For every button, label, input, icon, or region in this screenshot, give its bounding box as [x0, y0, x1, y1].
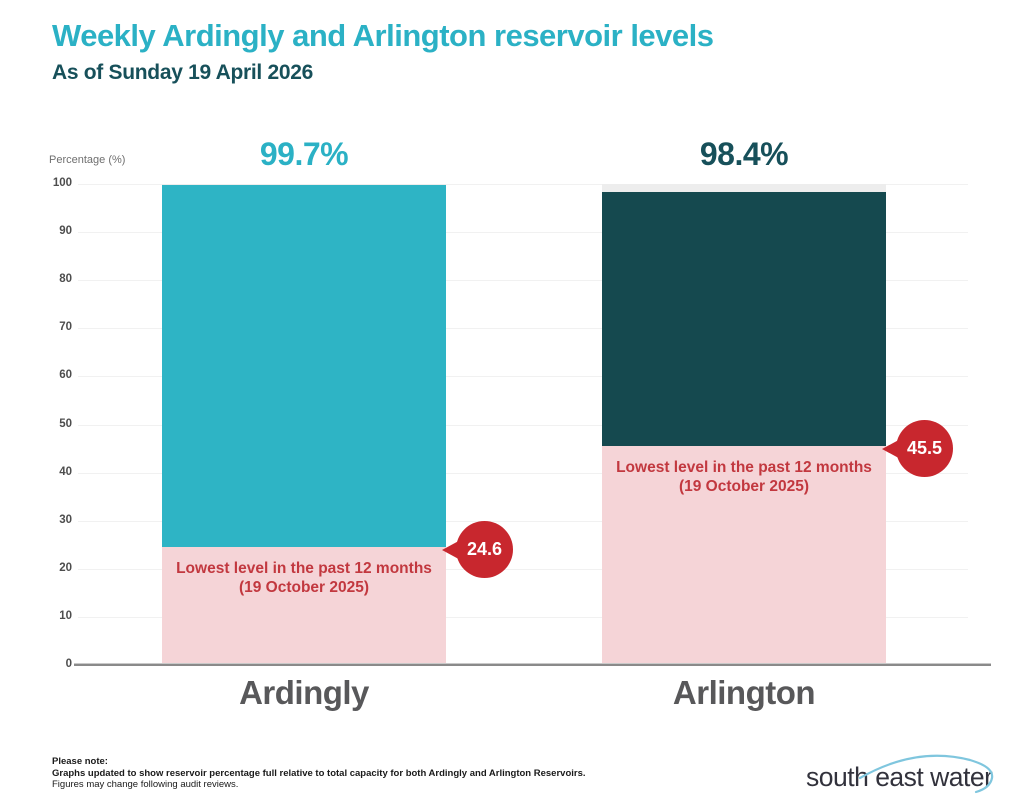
y-tick-70: 70 — [59, 321, 72, 334]
y-tick-90: 90 — [59, 225, 72, 238]
chart-title: Weekly Ardingly and Arlington reservoir … — [52, 18, 714, 53]
ardingly-lowest-note: Lowest level in the past 12 months (19 Oc… — [162, 547, 446, 597]
y-tick-20: 20 — [59, 561, 72, 574]
x-axis-line — [74, 663, 991, 666]
ardingly-lowest-note-line1: Lowest level in the past 12 months — [176, 559, 432, 577]
footnote-line1: Graphs updated to show reservoir percent… — [52, 767, 586, 779]
arlington-badge-value: 45.5 — [896, 420, 953, 478]
y-tick-50: 50 — [59, 417, 72, 430]
y-tick-80: 80 — [59, 273, 72, 286]
south-east-water-logo: south east water — [806, 752, 1006, 800]
gridline-60 — [78, 376, 968, 378]
y-axis-label: Percentage (%) — [49, 154, 126, 166]
ardingly-badge-value: 24.6 — [456, 520, 513, 578]
arlington-lowest-note-line2: (19 October 2025) — [678, 478, 810, 496]
y-tick-60: 60 — [59, 369, 72, 382]
gridline-50 — [78, 424, 968, 426]
gridline-20 — [78, 568, 968, 570]
footnote-title: Please note: — [52, 756, 108, 767]
arlington-current-value: 98.4% — [699, 136, 789, 172]
gridline-30 — [78, 520, 968, 522]
category-label-ardingly: Ardingly — [239, 674, 369, 711]
gridline-90 — [78, 232, 968, 234]
arlington-lowest-note: Lowest level in the past 12 months (19 Oc… — [602, 446, 886, 496]
y-tick-30: 30 — [59, 513, 72, 526]
category-label-arlington: Arlington — [672, 674, 816, 711]
gridline-10 — [78, 616, 968, 618]
gridline-40 — [78, 472, 968, 474]
gridline-70 — [78, 328, 968, 330]
ardingly-lowest-note-line2: (19 October 2025) — [238, 578, 370, 596]
ardingly-lowest-region: Lowest level in the past 12 months (19 Oc… — [162, 546, 446, 665]
footnote: Please note: Graphs updated to show rese… — [52, 756, 586, 791]
y-tick-40: 40 — [59, 465, 72, 478]
gridline-80 — [78, 280, 968, 282]
logo-text: south east water — [806, 762, 993, 792]
gridline-100 — [78, 184, 968, 185]
arlington-lowest-region: Lowest level in the past 12 months (19 Oc… — [602, 446, 886, 665]
y-tick-10: 10 — [59, 609, 72, 622]
arlington-lowest-note-line1: Lowest level in the past 12 months — [616, 459, 872, 477]
ardingly-current-value: 99.7% — [259, 136, 349, 172]
y-tick-0: 0 — [65, 658, 72, 670]
y-tick-100: 100 — [52, 177, 72, 189]
logo-swoosh-icon — [858, 754, 994, 794]
ardingly-lowest-badge: 24.6 — [442, 520, 520, 579]
arlington-lowest-badge: 45.5 — [882, 420, 960, 478]
footnote-line2: Figures may change following audit revie… — [52, 779, 239, 790]
chart-subtitle: As of Sunday 19 April 2026 — [52, 61, 314, 84]
